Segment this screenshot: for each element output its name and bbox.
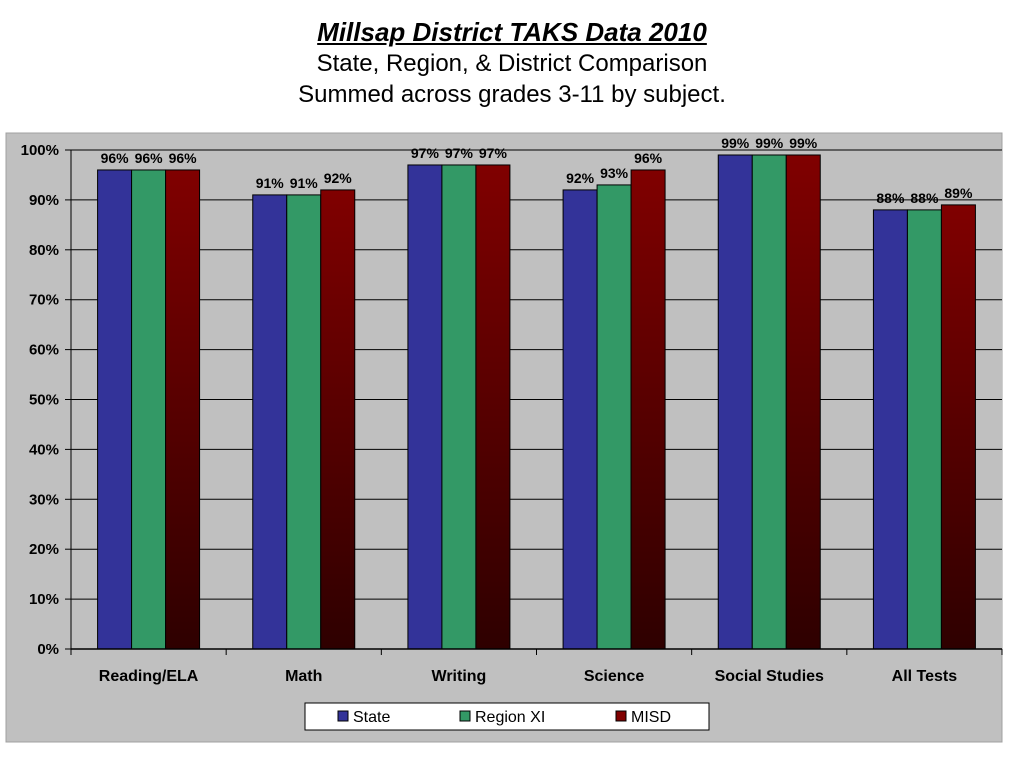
state-data-label: 88%: [876, 190, 905, 206]
region-bar: [131, 169, 167, 650]
x-category-label: Science: [584, 668, 645, 685]
region-bar: [906, 209, 942, 650]
misd-bar: [475, 164, 511, 650]
state-data-label: 99%: [721, 135, 750, 151]
state-bar: [562, 189, 598, 650]
chart-subtitle-2: Summed across grades 3-11 by subject.: [298, 81, 726, 108]
legend: State Region XI MISD: [304, 702, 710, 731]
misd-data-label: 99%: [789, 135, 818, 151]
state-data-label: 91%: [256, 175, 285, 191]
gridlines: [71, 149, 1002, 650]
misd-bar: [165, 169, 201, 650]
region-bar: [286, 194, 322, 650]
state-data-label: 97%: [411, 145, 440, 161]
y-tick-label: 80%: [29, 242, 59, 259]
region-bar: [441, 164, 477, 650]
state-bar: [252, 194, 288, 650]
state-data-label: 92%: [566, 170, 595, 186]
x-category-label: Math: [285, 668, 322, 685]
bars: [97, 154, 976, 650]
y-tick-label: 30%: [29, 491, 59, 508]
region-bar: [751, 154, 787, 650]
data-labels: 96% 96% 96% 91% 91% 92% 97% 97% 97% 92% 93% 96% 99% 9…: [101, 135, 973, 206]
y-tick-label: 50%: [29, 392, 59, 409]
y-tick-label: 10%: [29, 591, 59, 608]
state-bar: [872, 209, 908, 650]
y-tick-label: 40%: [29, 441, 59, 458]
x-category-label: Writing: [432, 668, 487, 685]
region-data-label: 88%: [910, 190, 939, 206]
region-data-label: 97%: [445, 145, 474, 161]
state-bar: [407, 164, 443, 650]
x-category-label: Reading/ELA: [99, 668, 199, 685]
state-data-label: 96%: [101, 150, 130, 166]
region-data-label: 99%: [755, 135, 784, 151]
state-bar: [717, 154, 753, 650]
misd-data-label: 89%: [944, 185, 973, 201]
misd-bar: [785, 154, 821, 650]
misd-legend-swatch: [615, 710, 627, 722]
y-tick-label: 20%: [29, 541, 59, 558]
misd-bar: [320, 189, 356, 650]
misd-data-label: 97%: [479, 145, 508, 161]
y-tick-label: 100%: [21, 142, 59, 159]
state-bar: [97, 169, 133, 650]
y-tick-label: 60%: [29, 342, 59, 359]
x-category-label: All Tests: [892, 668, 958, 685]
region-legend-swatch: [459, 710, 471, 722]
misd-bar: [630, 169, 666, 650]
misd-bar: [940, 204, 976, 650]
region-legend-label: Region XI: [475, 709, 545, 726]
region-data-label: 96%: [135, 150, 164, 166]
x-category-label: Social Studies: [715, 668, 824, 685]
state-legend-swatch: [337, 710, 349, 722]
y-tick-label: 90%: [29, 192, 59, 209]
state-legend-label: State: [353, 709, 390, 726]
region-bar: [596, 184, 632, 650]
misd-data-label: 92%: [324, 170, 353, 186]
chart-title-block: Millsap District TAKS Data 2010 State, R…: [0, 16, 1024, 110]
chart-subtitle-1: State, Region, & District Comparison: [316, 50, 708, 77]
misd-data-label: 96%: [634, 150, 663, 166]
axes: 0% 10% 20% 30% 40% 50% 60% 70% 80% 90% 100% Reading…: [21, 142, 1003, 685]
misd-legend-label: MISD: [631, 709, 671, 726]
legend-box: [304, 702, 710, 731]
misd-data-label: 96%: [169, 150, 198, 166]
y-tick-label: 70%: [29, 292, 59, 309]
region-data-label: 91%: [290, 175, 319, 191]
chart-title: Millsap District TAKS Data 2010: [317, 17, 707, 47]
region-data-label: 93%: [600, 165, 629, 181]
y-tick-label: 0%: [37, 641, 59, 658]
